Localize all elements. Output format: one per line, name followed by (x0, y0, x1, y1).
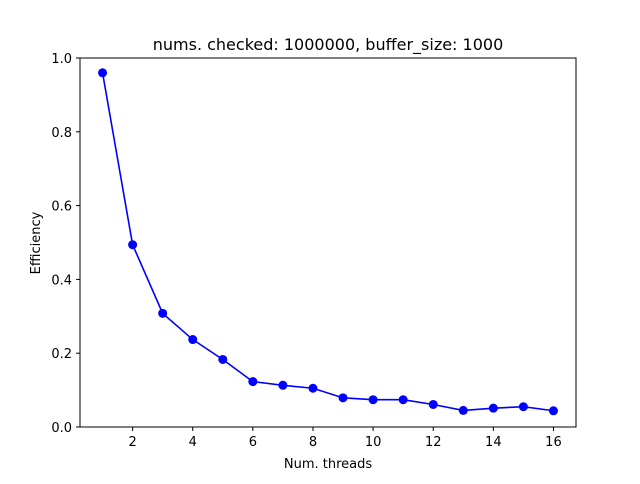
data-point (458, 405, 468, 415)
data-point (368, 395, 378, 405)
y-tick-label: 0.6 (51, 200, 72, 215)
data-point (158, 308, 168, 318)
y-tick-label: 0.0 (51, 421, 72, 436)
x-axis-label: Num. threads (284, 457, 373, 472)
data-point (548, 406, 558, 416)
data-point (338, 393, 348, 403)
data-point (98, 68, 108, 78)
y-tick-label: 0.4 (51, 273, 72, 288)
data-point (218, 354, 228, 364)
x-tick-label: 16 (545, 435, 562, 450)
x-tick-label: 6 (249, 435, 257, 450)
data-point (128, 240, 138, 250)
y-tick-label: 0.8 (51, 126, 72, 141)
data-point (278, 380, 288, 390)
data-point (308, 383, 318, 393)
data-point (488, 403, 498, 413)
x-tick-label: 4 (189, 435, 197, 450)
axes-frame (79, 57, 577, 428)
y-tick-label: 1.0 (51, 52, 72, 67)
y-axis-label: Efficiency (29, 211, 44, 274)
x-tick-label: 14 (485, 435, 502, 450)
x-tick-label: 10 (365, 435, 382, 450)
y-tick-label: 0.2 (51, 347, 72, 362)
data-point (428, 399, 438, 409)
x-tick-label: 2 (128, 435, 136, 450)
series-line (101, 72, 554, 412)
x-tick-label: 8 (309, 435, 317, 450)
data-point (518, 402, 528, 412)
plot-area (98, 68, 558, 416)
data-point (248, 377, 258, 387)
chart-title: nums. checked: 1000000, buffer_size: 100… (153, 35, 504, 55)
x-tick-label: 12 (425, 435, 442, 450)
data-point (398, 395, 408, 405)
axis-ticks: 2 4 6 8 10 12 14 16 0.0 0.2 0.4 0.6 0.8 1.0 (51, 52, 561, 450)
data-point (188, 335, 198, 345)
